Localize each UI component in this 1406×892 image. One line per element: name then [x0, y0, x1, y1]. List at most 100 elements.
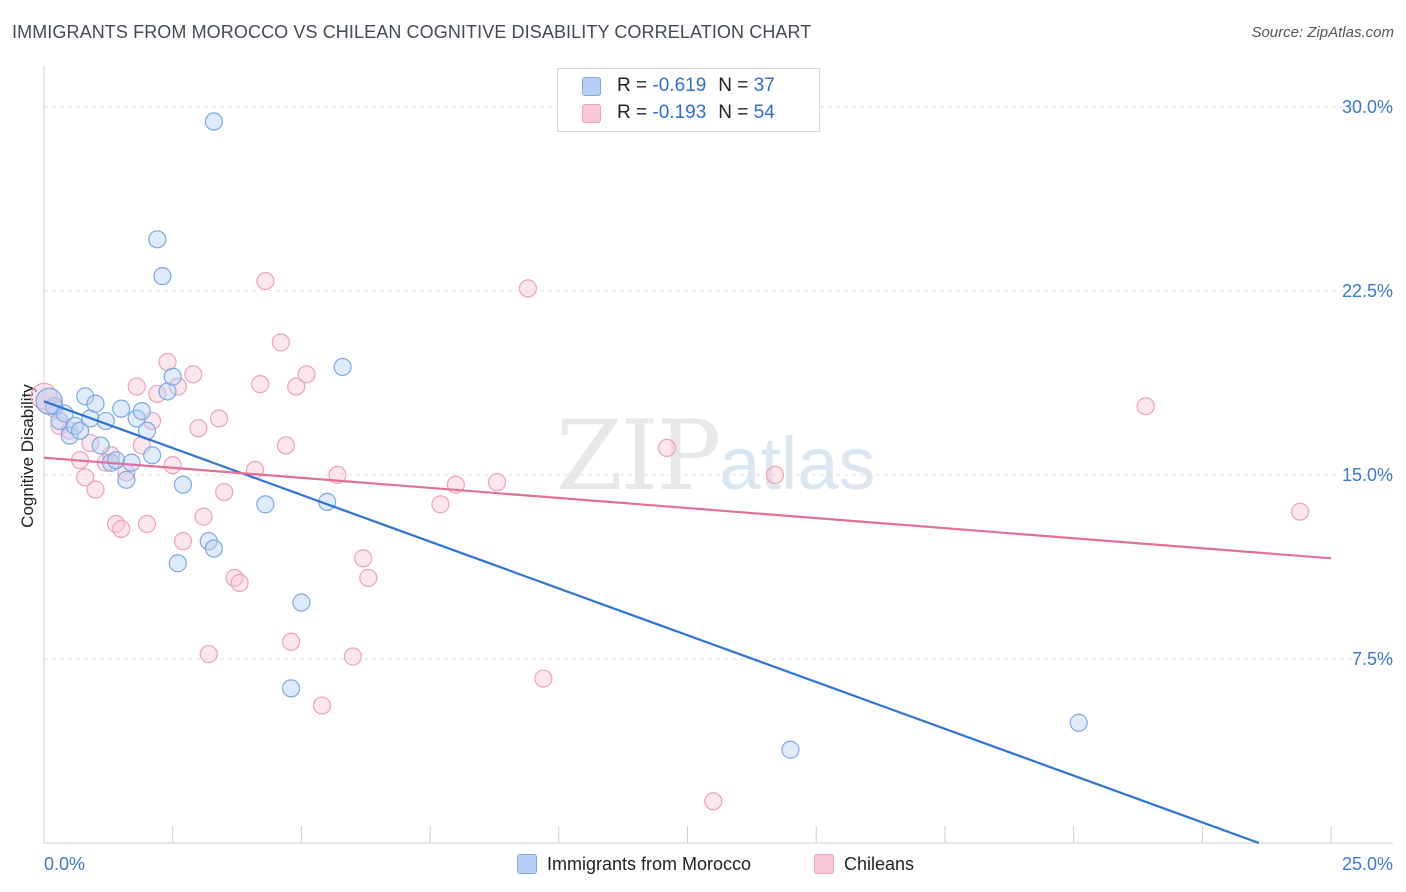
- legend-n-value: 54: [753, 102, 775, 123]
- morocco-point: [148, 230, 167, 249]
- series-swatch-morocco: [517, 854, 537, 874]
- y-tick-label: 15.0%: [1342, 465, 1393, 485]
- legend-r-label: R =: [617, 75, 648, 96]
- chileans-point: [282, 632, 301, 651]
- chileans-point: [86, 480, 105, 499]
- chileans-point: [256, 271, 275, 291]
- morocco-point: [86, 394, 105, 413]
- legend-r-value: -0.193: [652, 102, 707, 123]
- chileans-point: [1291, 502, 1310, 521]
- chileans-point: [276, 436, 296, 455]
- chileans-point: [704, 792, 723, 811]
- chileans-point: [76, 468, 95, 487]
- legend-row-morocco: R = -0.619 N = 37: [582, 74, 775, 98]
- chileans-point: [189, 419, 208, 438]
- morocco-point: [91, 436, 110, 455]
- series-swatch-chileans: [814, 854, 834, 874]
- series-label-chileans: Chileans: [844, 853, 915, 874]
- morocco-trend-line: [43, 400, 1260, 845]
- chileans-point: [225, 568, 244, 588]
- morocco-point: [106, 451, 126, 470]
- watermark: ZIPatlas: [556, 400, 876, 512]
- chileans-point: [137, 514, 157, 534]
- chileans-point: [230, 573, 249, 592]
- legend-n-label: N =: [718, 102, 749, 123]
- morocco-point: [143, 446, 162, 465]
- chileans-point: [194, 507, 213, 526]
- morocco-point: [70, 421, 90, 440]
- morocco-point: [204, 539, 223, 558]
- morocco-point: [112, 399, 131, 418]
- chileans-point: [287, 377, 306, 396]
- legend-r-label: R =: [617, 102, 648, 123]
- chileans-point: [251, 375, 270, 394]
- chileans-point: [431, 495, 450, 514]
- source-label: Source: ZipAtlas.com: [1251, 24, 1394, 41]
- chileans-point: [215, 482, 234, 502]
- y-tick-label: 30.0%: [1342, 97, 1393, 117]
- legend-r-value: -0.619: [652, 75, 707, 96]
- stats-legend: R = -0.619 N = 37 R = -0.193 N = 54: [557, 68, 820, 132]
- morocco-point: [282, 679, 301, 698]
- chileans-point: [518, 279, 538, 298]
- morocco-point: [256, 495, 275, 514]
- morocco-point: [132, 402, 151, 421]
- series-legend-morocco: Immigrants from Morocco: [517, 852, 751, 876]
- chileans-point: [127, 377, 146, 396]
- morocco-point: [333, 357, 352, 377]
- x-tick-label: 25.0%: [1342, 854, 1393, 874]
- chileans-point: [359, 568, 378, 588]
- chileans-point: [1136, 397, 1155, 416]
- chileans-point: [328, 465, 347, 485]
- data-points: [30, 112, 1310, 811]
- y-tick-label: 7.5%: [1352, 649, 1393, 669]
- tick-labels: 7.5% 15.0% 22.5% 30.0% 0.0% 25.0%: [44, 97, 1393, 874]
- chileans-point: [184, 365, 203, 384]
- watermark-atlas: atlas: [719, 422, 876, 505]
- morocco-point: [173, 475, 193, 494]
- morocco-point: [1069, 713, 1088, 732]
- chileans-point: [168, 377, 187, 396]
- morocco-point: [35, 387, 63, 415]
- morocco-point: [163, 367, 182, 386]
- trend-lines: [43, 400, 1332, 845]
- morocco-point: [76, 387, 95, 406]
- morocco-point: [122, 453, 141, 472]
- series-label-morocco: Immigrants from Morocco: [547, 853, 752, 874]
- gridlines: [44, 106, 1393, 660]
- chileans-point: [312, 696, 332, 715]
- legend-row-chileans: R = -0.193 N = 54: [582, 101, 775, 125]
- morocco-point: [781, 740, 800, 759]
- chileans-point: [209, 409, 229, 428]
- chileans-point: [354, 549, 373, 568]
- morocco-point: [65, 416, 84, 435]
- morocco-point: [292, 593, 311, 612]
- chileans-point: [487, 473, 507, 492]
- legend-n-label: N =: [718, 75, 749, 96]
- morocco-point: [204, 112, 223, 131]
- axes: [43, 66, 1393, 844]
- chileans-point: [106, 514, 126, 534]
- chart-title: IMMIGRANTS FROM MOROCCO VS CHILEAN COGNI…: [12, 22, 812, 42]
- chileans-point: [199, 644, 218, 664]
- y-tick-label: 22.5%: [1342, 281, 1393, 301]
- morocco-point: [60, 426, 79, 445]
- chileans-point: [271, 333, 290, 352]
- chileans-point: [534, 669, 553, 688]
- morocco-point: [168, 554, 187, 573]
- chileans-point: [765, 465, 785, 485]
- chileans-point: [163, 455, 182, 475]
- morocco-point: [117, 470, 136, 489]
- chileans-point: [173, 532, 193, 551]
- legend-n-value: 37: [753, 75, 775, 96]
- x-tick-label: 0.0%: [44, 854, 85, 874]
- chileans-point: [657, 438, 677, 458]
- legend-swatch-morocco: [582, 76, 601, 96]
- watermark-zip: ZIP: [556, 400, 721, 512]
- morocco-point: [153, 267, 172, 286]
- chileans-point: [297, 365, 316, 384]
- series-legend-chileans: Chileans: [814, 852, 914, 876]
- legend-swatch-chileans: [582, 103, 601, 123]
- chileans-trend-line: [43, 456, 1332, 560]
